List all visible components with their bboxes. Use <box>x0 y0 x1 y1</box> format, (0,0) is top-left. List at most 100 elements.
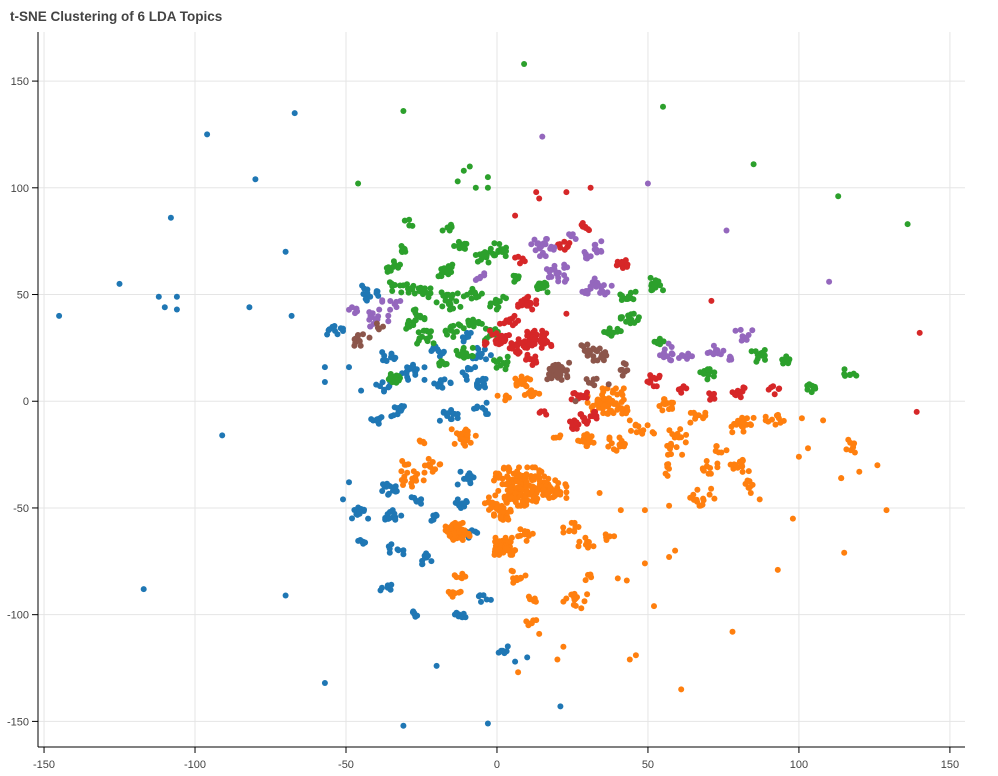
data-point <box>711 369 718 376</box>
data-point <box>619 366 625 373</box>
data-point <box>430 340 437 347</box>
data-point <box>140 586 147 593</box>
data-point <box>577 411 584 418</box>
data-point <box>484 184 491 191</box>
data-point <box>686 353 693 359</box>
data-point <box>590 357 597 364</box>
data-point <box>617 315 624 322</box>
data-point <box>400 108 407 114</box>
data-point <box>449 261 456 268</box>
data-point <box>552 365 559 372</box>
data-point <box>838 475 845 482</box>
data-point <box>660 103 666 110</box>
data-point <box>752 348 759 355</box>
data-point <box>484 720 491 727</box>
data-point <box>673 444 680 451</box>
data-point <box>349 304 355 311</box>
data-point <box>465 365 472 372</box>
data-point <box>581 418 588 425</box>
data-point <box>398 407 404 414</box>
data-point <box>534 240 541 247</box>
data-point <box>387 306 394 313</box>
data-point <box>425 455 432 462</box>
data-point <box>346 364 352 371</box>
data-point <box>608 407 615 414</box>
data-point <box>765 418 772 425</box>
data-point <box>771 391 778 398</box>
data-point <box>632 652 639 659</box>
data-point <box>446 532 453 539</box>
data-point <box>451 243 458 249</box>
data-point <box>527 376 534 383</box>
data-point <box>439 227 446 234</box>
data-point <box>486 327 493 334</box>
data-point <box>835 193 842 200</box>
data-point <box>649 429 656 436</box>
data-point <box>421 376 428 383</box>
data-point <box>700 370 707 377</box>
data-point <box>461 503 468 510</box>
data-point <box>436 417 443 424</box>
data-point <box>597 289 604 296</box>
data-point <box>460 338 467 345</box>
data-point <box>618 406 625 412</box>
data-point <box>385 376 392 383</box>
data-point <box>413 366 420 373</box>
data-point <box>747 421 754 428</box>
data-point <box>856 468 863 475</box>
data-point <box>560 524 567 531</box>
data-point <box>711 390 717 397</box>
data-point <box>660 287 666 294</box>
data-point <box>496 356 503 363</box>
data-point <box>564 372 571 379</box>
data-point <box>560 529 567 536</box>
data-point <box>412 317 419 324</box>
data-point <box>585 571 591 578</box>
data-point <box>843 446 850 453</box>
data-point <box>450 334 457 340</box>
data-point <box>167 214 174 221</box>
data-point <box>423 554 430 560</box>
data-point <box>485 259 492 266</box>
data-point <box>560 643 567 650</box>
data-point <box>504 643 511 650</box>
data-point <box>678 434 685 441</box>
data-point <box>321 379 328 385</box>
data-point <box>505 479 512 486</box>
data-point <box>714 464 721 471</box>
data-point <box>705 470 712 477</box>
data-point <box>620 396 627 403</box>
data-point <box>359 282 366 289</box>
data-point <box>694 486 701 493</box>
data-point <box>563 495 570 501</box>
data-point <box>883 507 890 514</box>
data-point <box>454 290 461 297</box>
data-point <box>470 323 477 330</box>
data-point <box>432 511 439 518</box>
data-point <box>708 297 715 304</box>
data-point <box>577 438 584 445</box>
data-point <box>600 350 607 357</box>
data-point <box>552 477 559 484</box>
data-point <box>535 486 541 493</box>
data-point <box>572 236 579 242</box>
data-point <box>749 327 756 334</box>
data-point <box>649 286 656 293</box>
data-point <box>291 110 298 117</box>
data-point <box>540 492 547 498</box>
data-point <box>611 533 618 540</box>
data-point <box>454 415 461 422</box>
data-point <box>604 289 611 296</box>
data-point <box>468 295 475 302</box>
data-point <box>624 261 631 268</box>
data-point <box>368 416 375 423</box>
data-point <box>462 426 469 433</box>
data-point <box>521 61 528 67</box>
data-point <box>737 326 744 333</box>
data-point <box>288 312 295 319</box>
data-point <box>475 384 482 391</box>
data-point <box>523 484 530 490</box>
data-point <box>616 434 623 441</box>
data-point <box>590 413 597 420</box>
